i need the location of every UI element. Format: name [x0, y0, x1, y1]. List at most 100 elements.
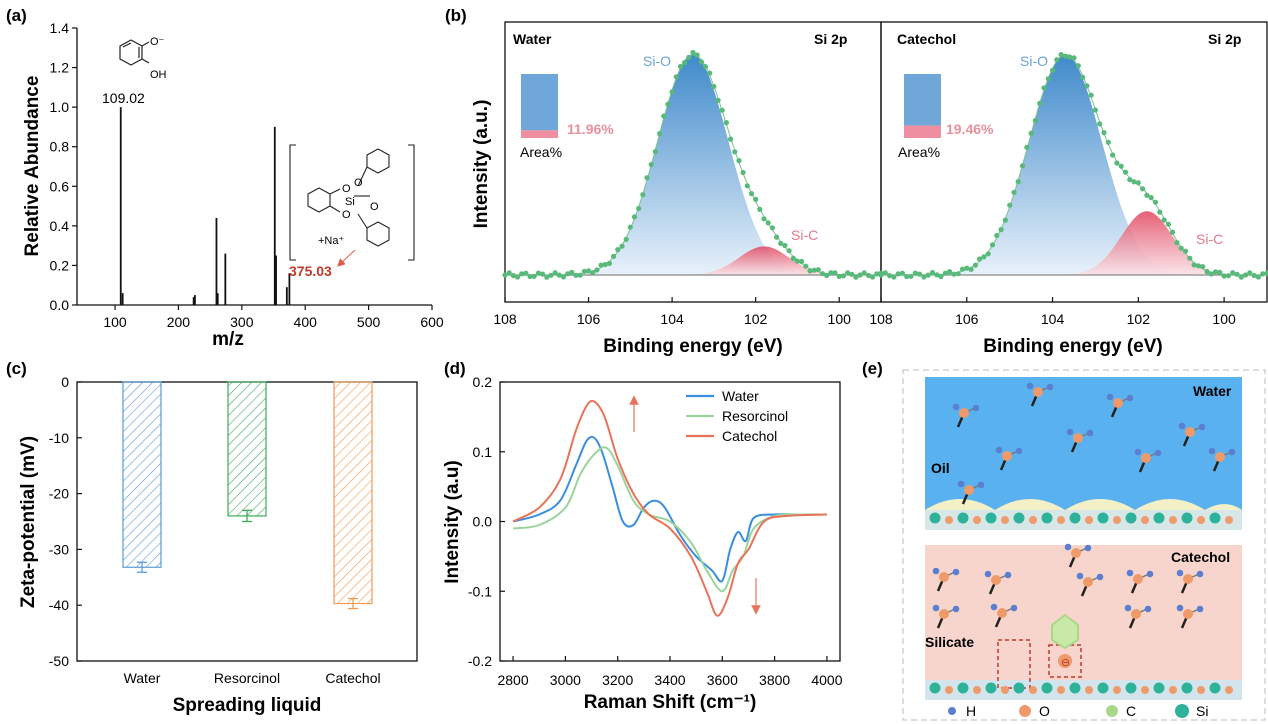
xps-data-point [1243, 272, 1249, 278]
xps-data-point [790, 255, 796, 261]
legend-atom-label: C [1126, 703, 1136, 719]
xps-catechol-sio-label: Si-O [1020, 53, 1048, 69]
raman-series-line [512, 435, 827, 583]
legend-label: Water [722, 388, 759, 404]
a-y-tick-label: 1.0 [50, 99, 70, 115]
d-x-tick-label: 3400 [654, 672, 685, 688]
xps-data-point [845, 270, 851, 276]
xps-data-point [707, 70, 713, 76]
xps-data-point [912, 270, 918, 276]
hydrogen-atom [1106, 393, 1114, 401]
xps-data-point [1011, 189, 1017, 195]
a-x-tick-label: 200 [167, 314, 191, 330]
xps-data-point [1037, 100, 1043, 106]
xps-sic-peak [505, 246, 881, 275]
panel-c-zeta: 0 -10 -20 -30 -40 -50 Water Resorcinol Catechol… [18, 374, 418, 716]
d-y-tick-label: -0.1 [468, 583, 492, 599]
d-x-tick-label: 3000 [550, 672, 581, 688]
xps-sio-peak [505, 55, 881, 275]
inset-sio-bar [521, 74, 558, 131]
xps-data-point [959, 266, 966, 272]
xps-data-point [1200, 264, 1206, 270]
silicon-atom [929, 512, 941, 524]
xps-data-point [611, 253, 617, 259]
xps-data-point [1101, 130, 1107, 136]
xps-data-point [1260, 271, 1266, 277]
d-x-tick-label: 3200 [602, 672, 633, 688]
xps-data-point [1007, 202, 1013, 208]
panel-label-b: (b) [445, 6, 467, 25]
b-x-tick-label: 102 [1127, 311, 1151, 327]
oxygen-atom-label-1: O [342, 183, 351, 195]
xps-water-area-label: Area% [520, 144, 562, 160]
hydrogen-atom [972, 404, 980, 412]
panel-d-raman: 0.2 0.1 0.0 -0.1 -0.2 2800 3000 3200 3400 3600 380… [442, 374, 843, 713]
water-region-label: Water [1193, 383, 1232, 399]
b-x-tick-label: 104 [660, 311, 684, 327]
oxygen-atom [1085, 686, 1093, 694]
legend-atom-swatch [1106, 705, 1118, 717]
xps-data-point [723, 120, 730, 126]
xps-data-point [849, 271, 855, 277]
xps-data-point [865, 272, 872, 279]
xps-data-point [640, 192, 646, 198]
xps-data-point [1148, 195, 1154, 201]
xps-data-point [677, 63, 684, 70]
c-category-label: Resorcinol [214, 670, 280, 686]
hydrogen-atom [1196, 605, 1204, 613]
xps-data-point [803, 263, 809, 269]
xps-data-point [531, 273, 537, 279]
oxygen-atom [1225, 686, 1233, 694]
xps-data-point [917, 271, 923, 277]
negative-charge-symbol: ⊖ [1061, 657, 1070, 669]
negative-oxygen-atom [1058, 654, 1072, 668]
oxygen-atom [1001, 686, 1009, 694]
xps-catechol-si2p-label: Si 2p [1208, 31, 1241, 47]
oxygen-atom [1085, 516, 1093, 524]
catechol-ring [1051, 613, 1079, 650]
xps-data-point [540, 271, 546, 277]
xps-data-point [947, 269, 953, 275]
a-y-tick-label: 1.2 [50, 60, 70, 76]
a-x-tick-label: 400 [294, 314, 318, 330]
catechol-region-label: Catechol [1171, 549, 1230, 565]
oxygen-atom [1225, 516, 1233, 524]
xps-data-point [882, 270, 888, 276]
xps-data-point [565, 271, 571, 277]
xps-data-point [811, 267, 817, 273]
xps-data-point [828, 270, 834, 276]
silicon-atom [1153, 682, 1165, 694]
panel-label-c: (c) [6, 359, 27, 378]
c-category-label: Water [124, 670, 161, 686]
d-x-tick-label: 4000 [811, 672, 842, 688]
silicon-atom [1097, 512, 1109, 524]
oxygen-atom [1141, 686, 1149, 694]
xps-water-sio-label: Si-O [643, 53, 671, 69]
xps-data-point [740, 169, 746, 176]
oxygen-atom [1113, 398, 1123, 408]
xps-data-point [786, 248, 792, 254]
water-substrate [925, 510, 1242, 530]
xps-data-point [502, 272, 508, 278]
hydrogen-atom [1178, 422, 1186, 430]
xps-data-point [1131, 179, 1137, 185]
oxygen-atom [1083, 577, 1093, 587]
hydrogen-atom [932, 604, 940, 612]
hydrogen-atom [1066, 428, 1074, 436]
b-x-tick-label: 108 [493, 311, 517, 327]
peak-label-109: 109.02 [102, 90, 145, 106]
xps-data-point [648, 161, 654, 168]
xps-data-point [702, 64, 709, 70]
xps-data-point [732, 149, 738, 155]
hydrogen-atom [1176, 604, 1184, 612]
xps-data-point [757, 206, 763, 212]
xps-data-point [774, 234, 780, 240]
xps-data-point [544, 274, 550, 280]
xps-data-point [921, 274, 927, 280]
xps-data-point [769, 225, 776, 231]
oxygen-atom [939, 609, 949, 619]
xps-data-point [891, 274, 897, 280]
oxygen-atom [1141, 516, 1149, 524]
xps-data-point [1152, 199, 1159, 205]
xps-data-point [782, 242, 788, 249]
